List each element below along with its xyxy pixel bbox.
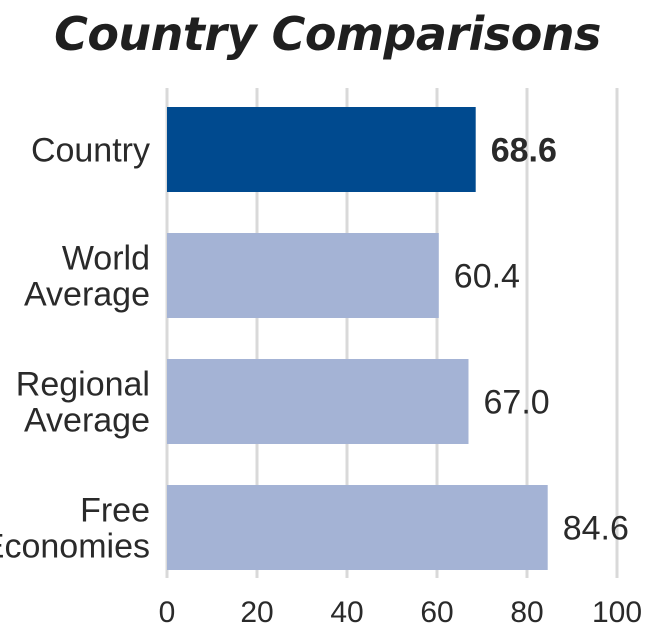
category-labels: CountryWorldAverageRegionalAverageFreeEc… <box>0 132 150 566</box>
category-label-line: World <box>62 240 150 278</box>
category-label-line: Average <box>24 276 150 314</box>
value-label-country: 68.6 <box>491 132 557 170</box>
x-tick-label-100: 100 <box>592 596 642 629</box>
chart-title: Country Comparisons <box>54 7 601 61</box>
category-label-country: Country <box>31 132 150 170</box>
bars <box>167 107 548 570</box>
value-labels: 68.6 60.4 67.0 84.6 <box>454 132 629 548</box>
category-label-regional-average: Regional Average <box>16 366 150 440</box>
category-label-free-economies: FreeEconomies <box>0 492 150 566</box>
value-label-regional-average: 67.0 <box>484 384 550 422</box>
category-label-line: Free <box>80 492 150 530</box>
category-label-line: Country <box>31 132 150 170</box>
category-label-line: Economies <box>0 528 150 566</box>
bar-free-economies <box>167 485 548 570</box>
x-tick-label-60: 60 <box>420 596 453 629</box>
x-tick-label-20: 20 <box>240 596 273 629</box>
category-label-world-average: World Average <box>24 240 150 314</box>
x-axis-tick-labels: 0 20 40 60 80 100 <box>159 596 642 629</box>
x-tick-label-80: 80 <box>510 596 543 629</box>
x-tick-label-40: 40 <box>330 596 363 629</box>
category-label-line: Regional <box>16 366 150 404</box>
bar-regional-average <box>167 359 469 444</box>
category-label-line: Average <box>24 402 150 440</box>
x-tick-label-0: 0 <box>159 596 176 629</box>
bar-world-average <box>167 233 439 318</box>
value-label-free-economies: 84.6 <box>563 510 629 548</box>
bar-country <box>167 107 476 192</box>
value-label-world-average: 60.4 <box>454 258 520 296</box>
